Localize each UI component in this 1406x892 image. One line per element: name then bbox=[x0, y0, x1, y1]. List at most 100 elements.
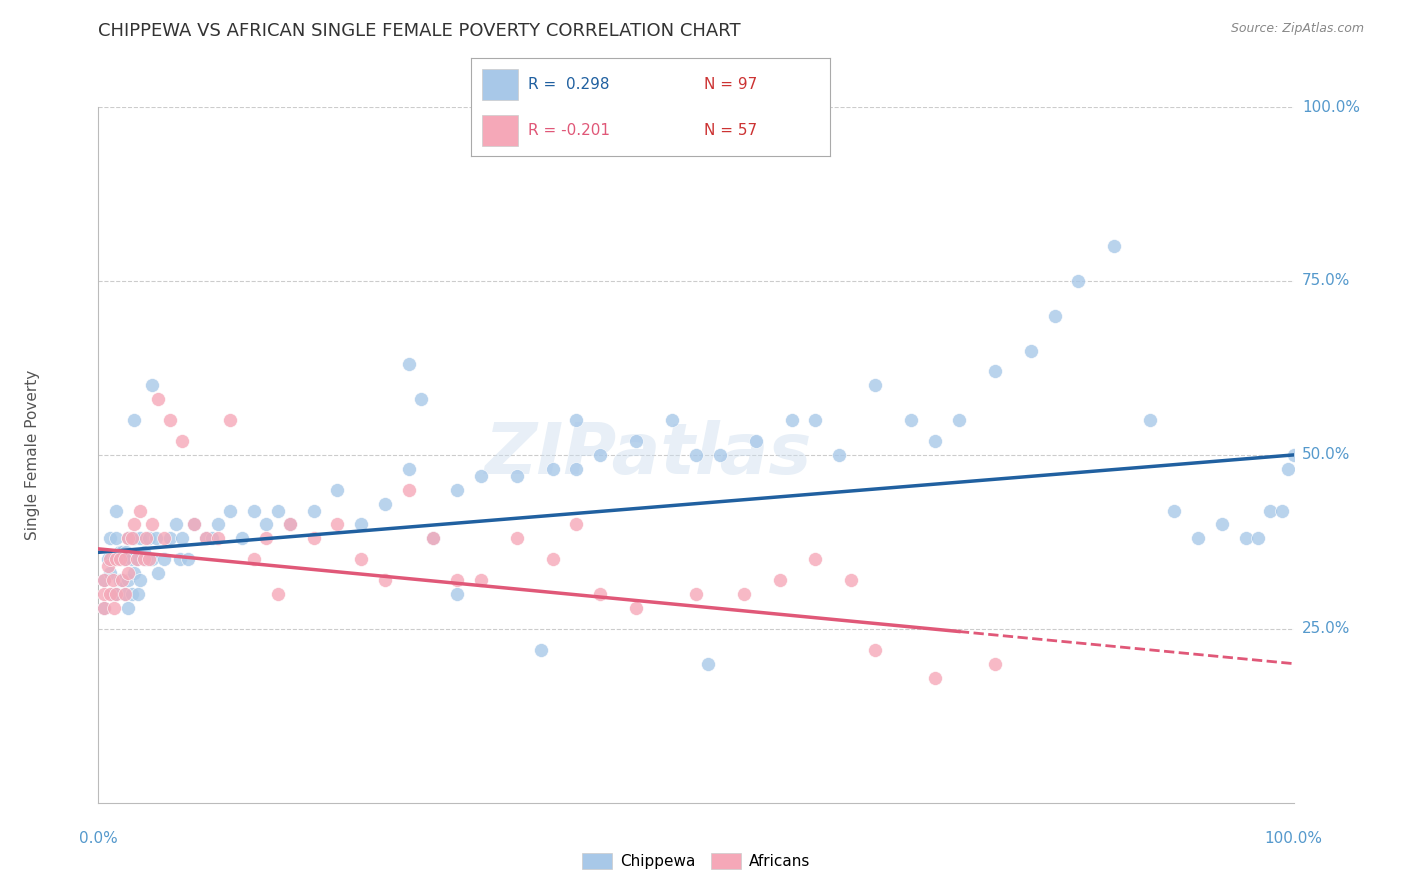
Point bbox=[148, 566, 170, 581]
Point bbox=[148, 392, 170, 407]
Point bbox=[219, 503, 242, 517]
Point bbox=[302, 503, 325, 517]
Point bbox=[983, 364, 1005, 378]
Point bbox=[1019, 343, 1042, 358]
Point bbox=[165, 517, 187, 532]
Point bbox=[93, 601, 115, 615]
Point bbox=[1187, 532, 1209, 546]
Point bbox=[141, 378, 163, 392]
Point bbox=[302, 532, 325, 546]
Point bbox=[115, 545, 138, 559]
Point bbox=[924, 671, 946, 685]
Point bbox=[529, 642, 551, 657]
Point bbox=[127, 587, 149, 601]
Point bbox=[98, 552, 122, 566]
Text: Single Female Poverty: Single Female Poverty bbox=[25, 370, 41, 540]
Point bbox=[326, 517, 349, 532]
Point bbox=[111, 573, 134, 587]
Point bbox=[101, 587, 124, 601]
Point bbox=[506, 468, 529, 483]
Point bbox=[194, 532, 217, 546]
Point bbox=[124, 413, 146, 427]
Point bbox=[446, 587, 468, 601]
Point bbox=[114, 552, 136, 566]
Point bbox=[125, 552, 148, 566]
Point bbox=[159, 413, 181, 427]
Point bbox=[108, 573, 131, 587]
Text: 75.0%: 75.0% bbox=[1302, 274, 1350, 288]
Point bbox=[326, 483, 349, 497]
Point bbox=[924, 434, 946, 448]
Point bbox=[948, 413, 970, 427]
Point bbox=[506, 532, 529, 546]
Point bbox=[103, 552, 125, 566]
Point bbox=[745, 434, 768, 448]
Point bbox=[589, 448, 612, 462]
Point bbox=[231, 532, 253, 546]
Text: CHIPPEWA VS AFRICAN SINGLE FEMALE POVERTY CORRELATION CHART: CHIPPEWA VS AFRICAN SINGLE FEMALE POVERT… bbox=[98, 22, 741, 40]
Point bbox=[278, 517, 301, 532]
Point bbox=[267, 503, 290, 517]
Point bbox=[172, 434, 194, 448]
Point bbox=[183, 517, 205, 532]
Point bbox=[141, 517, 163, 532]
Point bbox=[138, 552, 160, 566]
Point bbox=[98, 566, 122, 581]
Point bbox=[114, 587, 136, 601]
Point bbox=[124, 517, 146, 532]
Point bbox=[541, 462, 564, 476]
Text: N = 57: N = 57 bbox=[704, 123, 758, 138]
Point bbox=[374, 573, 396, 587]
Point bbox=[129, 503, 152, 517]
Point bbox=[565, 413, 588, 427]
Point bbox=[105, 587, 128, 601]
Point bbox=[1277, 462, 1299, 476]
Point bbox=[446, 573, 468, 587]
Point bbox=[114, 587, 136, 601]
Point bbox=[108, 552, 131, 566]
Point bbox=[422, 532, 444, 546]
Point bbox=[1282, 448, 1305, 462]
Point bbox=[101, 573, 124, 587]
Point bbox=[117, 573, 139, 587]
Point bbox=[98, 587, 122, 601]
Point bbox=[135, 532, 157, 546]
Point bbox=[183, 517, 205, 532]
Point bbox=[983, 657, 1005, 671]
Point bbox=[1211, 517, 1233, 532]
Point bbox=[900, 413, 922, 427]
Point bbox=[121, 587, 143, 601]
Point bbox=[117, 601, 139, 615]
Point bbox=[124, 532, 146, 546]
Point bbox=[117, 532, 139, 546]
Point bbox=[565, 462, 588, 476]
Point bbox=[207, 517, 229, 532]
Point bbox=[839, 573, 862, 587]
Text: R =  0.298: R = 0.298 bbox=[529, 77, 610, 92]
Point bbox=[685, 448, 707, 462]
Point bbox=[470, 468, 492, 483]
Point bbox=[1043, 309, 1066, 323]
Bar bbox=[482, 115, 517, 146]
Point bbox=[153, 532, 176, 546]
Point bbox=[254, 517, 277, 532]
Point bbox=[804, 552, 827, 566]
Text: 25.0%: 25.0% bbox=[1302, 622, 1350, 636]
Point bbox=[114, 552, 136, 566]
Point bbox=[863, 378, 886, 392]
Point bbox=[145, 532, 167, 546]
Point bbox=[565, 517, 588, 532]
Point bbox=[1163, 503, 1185, 517]
Point bbox=[108, 545, 131, 559]
Bar bbox=[482, 69, 517, 100]
Text: 50.0%: 50.0% bbox=[1302, 448, 1350, 462]
Point bbox=[97, 552, 120, 566]
Point bbox=[661, 413, 683, 427]
Point bbox=[267, 587, 290, 601]
Point bbox=[153, 552, 176, 566]
Point bbox=[125, 552, 148, 566]
Point bbox=[132, 545, 155, 559]
Point bbox=[411, 392, 433, 407]
Point bbox=[541, 552, 564, 566]
Point bbox=[446, 483, 468, 497]
